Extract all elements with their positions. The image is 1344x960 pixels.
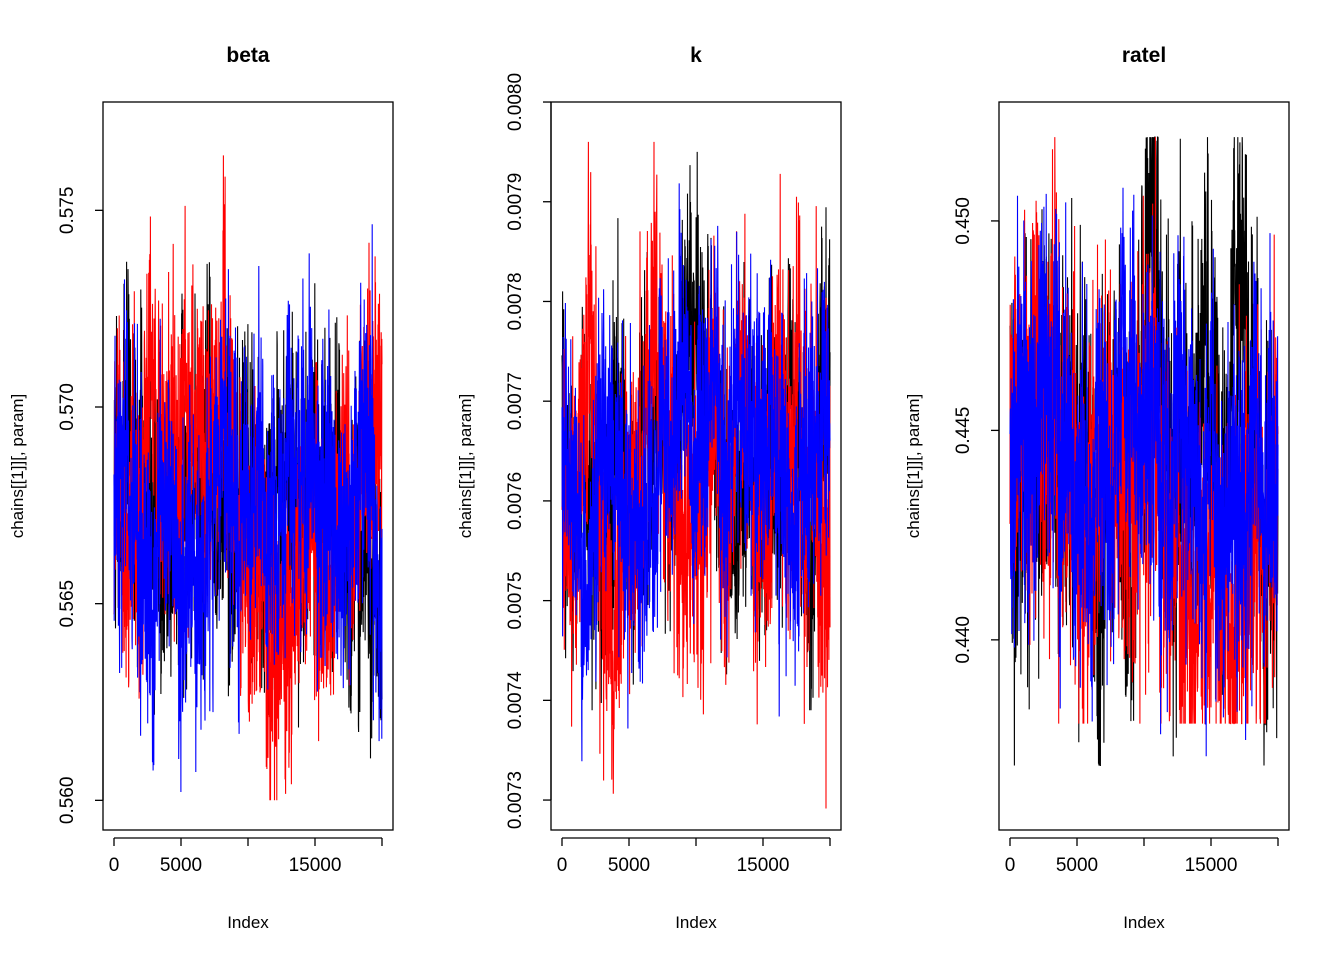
y-axis-label: chains[[1]][, param]: [456, 394, 475, 539]
panel-ratel: ratel 0 5000 15000 Index 0.440 0.445 0.450 chain…: [904, 44, 1290, 932]
x-tick-label: 5000: [608, 855, 650, 876]
y-tick-label: 0.0077: [505, 372, 526, 430]
panel-k: k 0 5000 15000 Index 0.0073 0.0074 0.0075 0.0076…: [456, 44, 842, 932]
y-tick-label: 0.440: [953, 616, 974, 664]
chart-title: beta: [226, 44, 270, 67]
y-tick-label: 0.575: [57, 187, 78, 235]
x-tick-label: 15000: [1185, 855, 1238, 876]
y-tick-label: 0.0076: [505, 472, 526, 530]
x-tick-label: 15000: [289, 855, 342, 876]
y-axis-label: chains[[1]][, param]: [904, 394, 923, 539]
y-tick-label: 0.560: [57, 777, 78, 825]
y-tick-label: 0.0073: [505, 771, 526, 829]
x-tick-label: 0: [1005, 855, 1016, 876]
series-line-blue-chain: [113, 224, 383, 793]
y-tick-label: 0.0078: [505, 272, 526, 330]
chart-title: ratel: [1122, 44, 1166, 67]
x-tick-label: 5000: [160, 855, 202, 876]
x-tick-label: 0: [557, 855, 568, 876]
x-tick-label: 5000: [1056, 855, 1098, 876]
x-axis-label: Index: [227, 913, 269, 932]
y-tick-label: 0.445: [953, 407, 974, 455]
chart-title: k: [690, 44, 702, 67]
series-line-blue-chain: [561, 183, 831, 762]
y-tick-label: 0.0080: [505, 73, 526, 131]
x-tick-label: 0: [109, 855, 120, 876]
x-axis-label: Index: [1123, 913, 1165, 932]
panel-beta: beta 0 5000 15000 Index 0.560 0.565 0.570 0.575 c…: [8, 44, 394, 932]
series-line-blue-chain: [1009, 187, 1279, 757]
y-tick-label: 0.0079: [505, 173, 526, 231]
y-tick-label: 0.450: [953, 197, 974, 245]
series-group: [113, 155, 383, 801]
y-tick-label: 0.570: [57, 383, 78, 431]
y-tick-label: 0.0074: [505, 671, 526, 730]
series-group: [1009, 136, 1279, 767]
x-tick-label: 15000: [737, 855, 790, 876]
series-group: [561, 141, 831, 809]
y-tick-label: 0.565: [57, 580, 78, 628]
x-axis-label: Index: [675, 913, 717, 932]
y-axis-label: chains[[1]][, param]: [8, 394, 27, 539]
y-tick-label: 0.0075: [505, 572, 526, 630]
